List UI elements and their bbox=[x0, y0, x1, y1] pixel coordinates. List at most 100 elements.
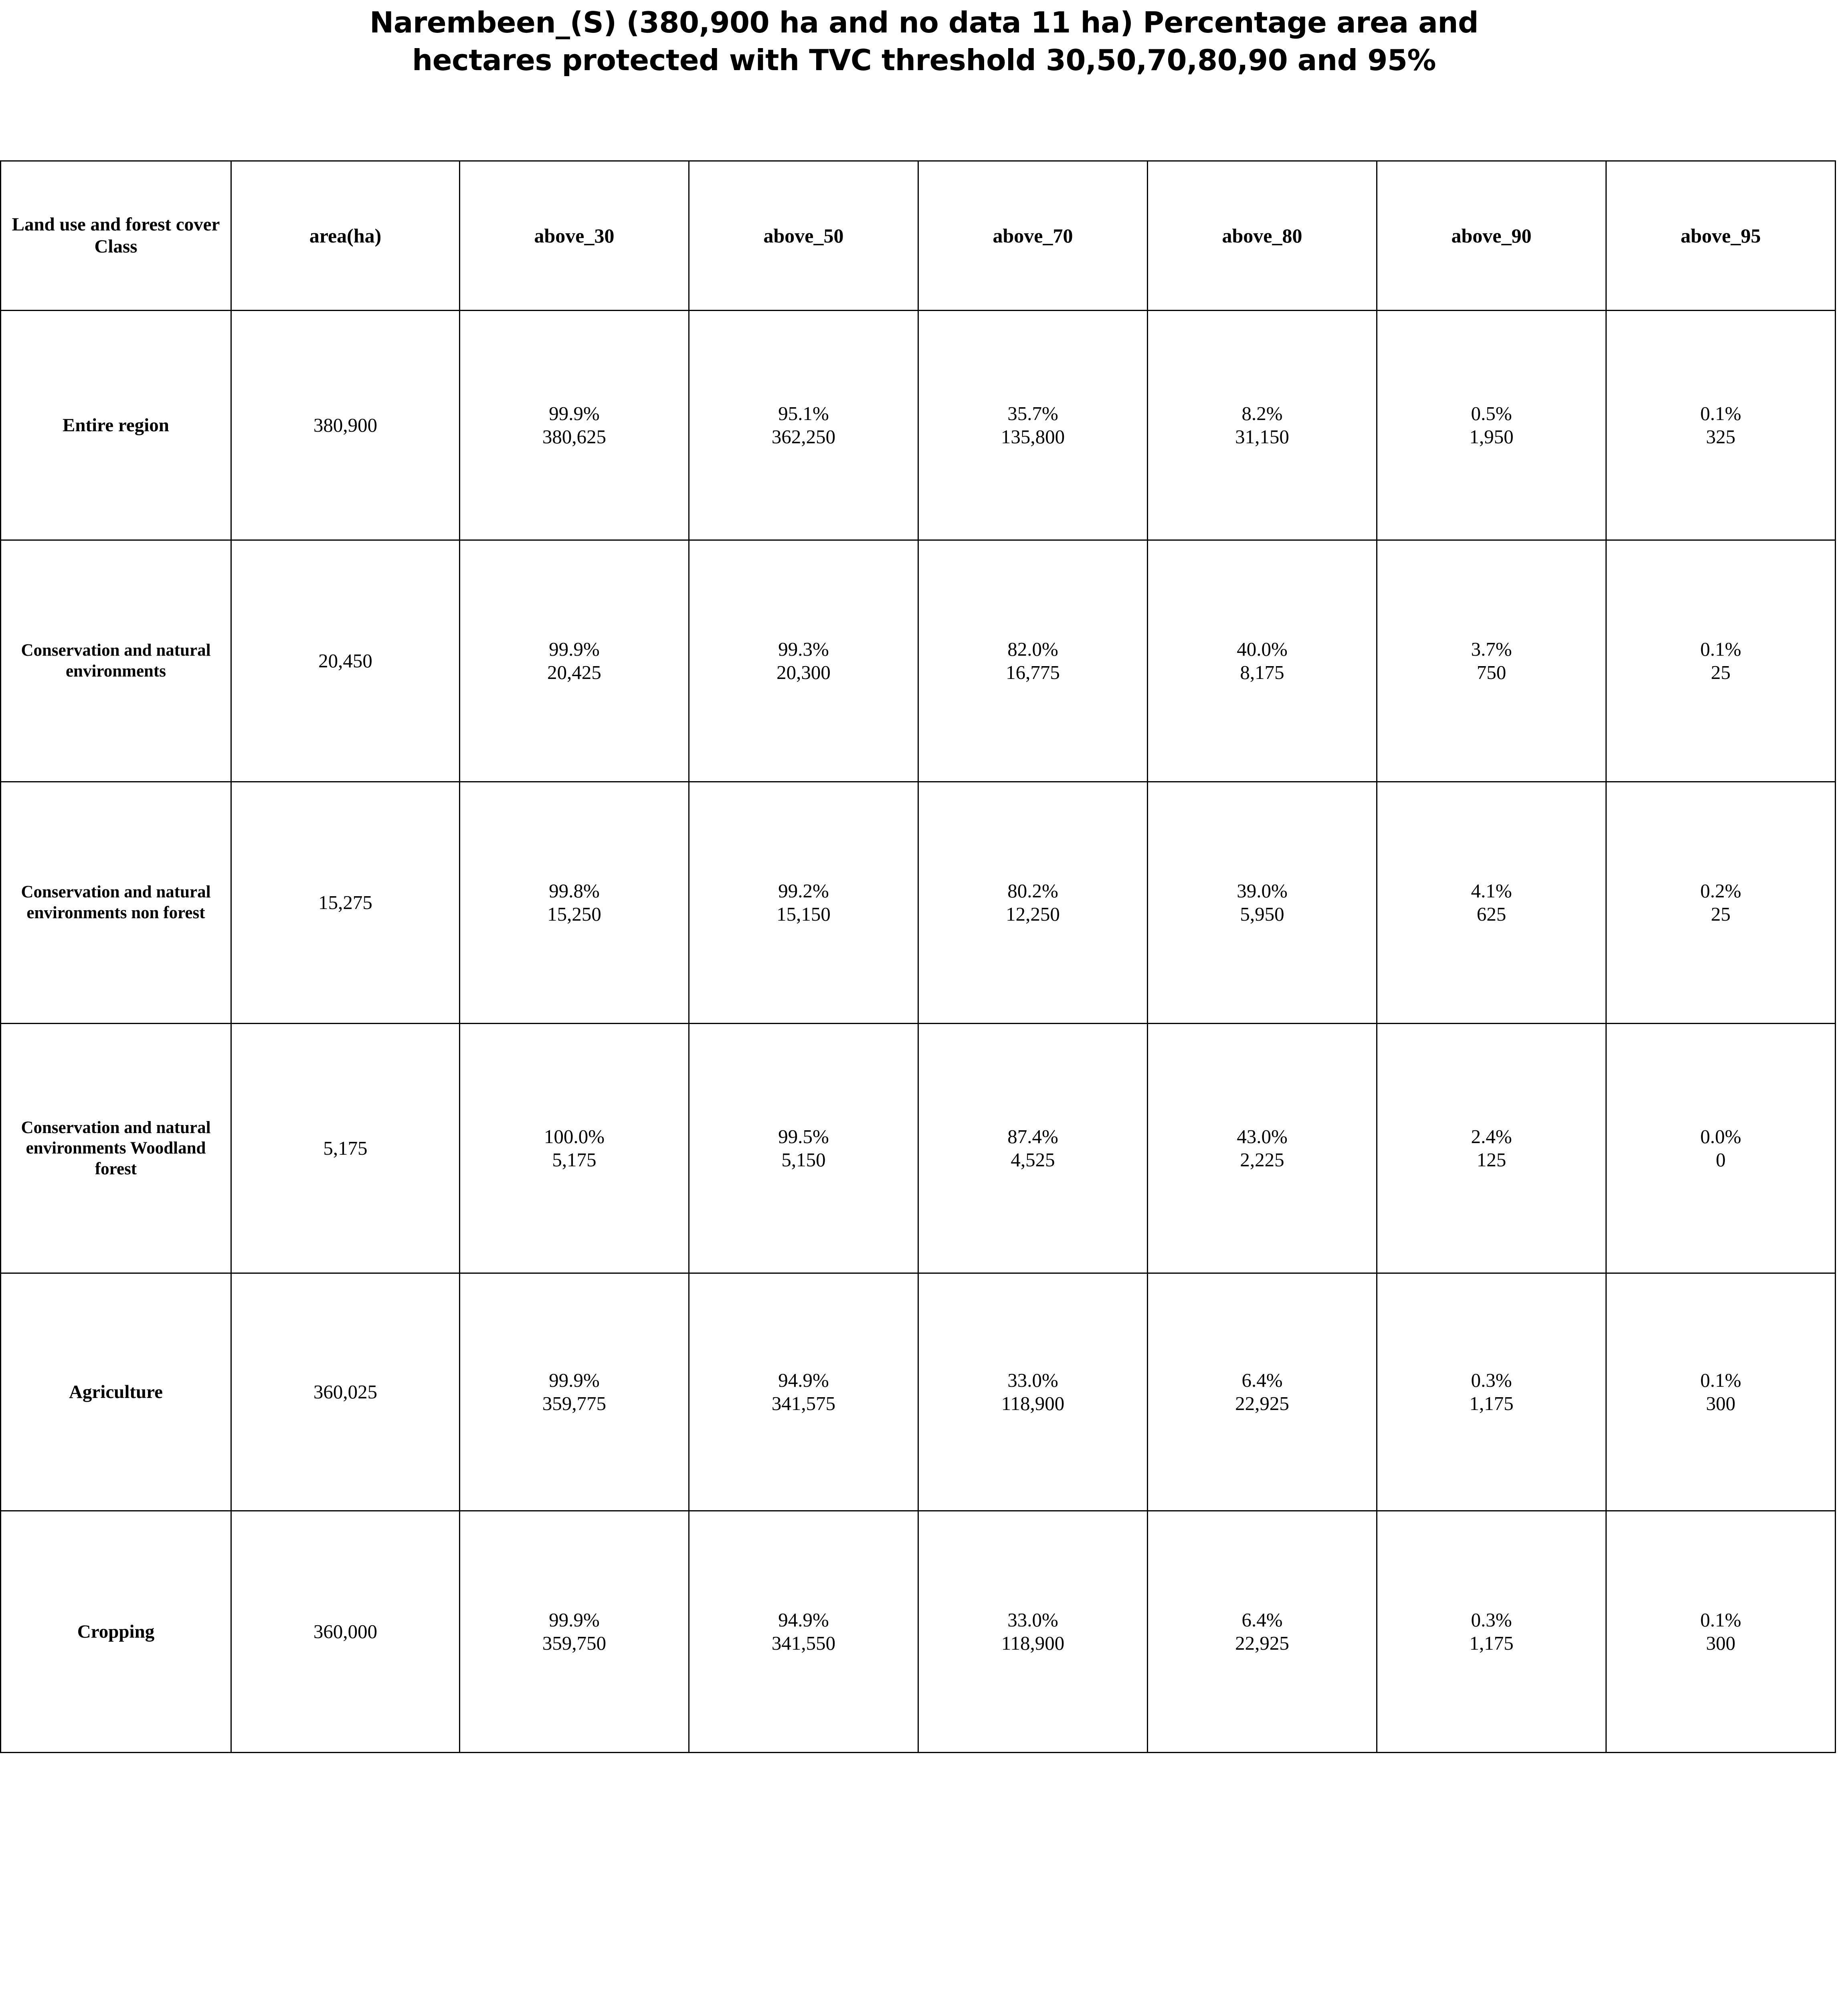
cell-hectares: 118,900 bbox=[1001, 1632, 1065, 1654]
column-header-above-50: above_50 bbox=[688, 160, 919, 311]
cell-percent: 35.7% bbox=[1007, 402, 1058, 425]
cell-hectares: 22,925 bbox=[1235, 1392, 1289, 1414]
cell-hectares: 325 bbox=[1706, 426, 1736, 448]
cell-percent: 87.4% bbox=[1007, 1125, 1058, 1148]
cell-hectares: 1,175 bbox=[1469, 1632, 1514, 1654]
cell-hectares: 359,750 bbox=[542, 1632, 607, 1654]
cell-percent: 39.0% bbox=[1237, 880, 1288, 902]
cell-hectares: 362,250 bbox=[771, 426, 836, 448]
cell-hectares: 341,575 bbox=[771, 1392, 836, 1414]
column-header-above-70: above_70 bbox=[918, 160, 1148, 311]
cell-above-30: 99.9% 20,425 bbox=[459, 539, 689, 782]
cell-above-70: 35.7% 135,800 bbox=[918, 310, 1148, 541]
cell-above-80: 39.0% 5,950 bbox=[1147, 781, 1377, 1024]
cell-area: 15,275 bbox=[230, 781, 460, 1024]
cell-above-30: 100.0% 5,175 bbox=[459, 1023, 689, 1274]
cell-hectares: 1,175 bbox=[1469, 1392, 1514, 1414]
cell-above-80: 6.4% 22,925 bbox=[1147, 1510, 1377, 1753]
page-title: Narembeen_(S) (380,900 ha and no data 11… bbox=[0, 4, 1848, 79]
cell-percent: 99.5% bbox=[778, 1125, 829, 1148]
report-table-container: Land use and forest cover Class area(ha)… bbox=[0, 160, 1836, 1753]
cell-above-90: 4.1% 625 bbox=[1376, 781, 1607, 1024]
cell-percent: 99.8% bbox=[549, 880, 600, 902]
cell-hectares: 300 bbox=[1706, 1392, 1736, 1414]
cell-percent: 94.9% bbox=[778, 1369, 829, 1392]
cell-above-70: 87.4% 4,525 bbox=[918, 1023, 1148, 1274]
cell-area: 360,000 bbox=[230, 1510, 460, 1753]
cell-percent: 99.9% bbox=[549, 1609, 600, 1631]
column-header-area: area(ha) bbox=[230, 160, 460, 311]
cell-above-50: 95.1% 362,250 bbox=[688, 310, 919, 541]
cell-percent: 94.9% bbox=[778, 1609, 829, 1631]
cell-above-50: 99.3% 20,300 bbox=[688, 539, 919, 782]
cell-hectares: 25 bbox=[1711, 661, 1731, 683]
cell-percent: 6.4% bbox=[1241, 1609, 1283, 1631]
cell-above-90: 2.4% 125 bbox=[1376, 1023, 1607, 1274]
cell-hectares: 15,150 bbox=[776, 903, 831, 925]
cell-hectares: 125 bbox=[1476, 1149, 1506, 1171]
cell-percent: 99.3% bbox=[778, 638, 829, 661]
cell-percent: 0.5% bbox=[1471, 402, 1512, 425]
page-title-line-1: Narembeen_(S) (380,900 ha and no data 11… bbox=[369, 6, 1479, 39]
cell-hectares: 341,550 bbox=[771, 1632, 836, 1654]
cell-hectares: 8,175 bbox=[1240, 661, 1284, 683]
cell-hectares: 5,175 bbox=[552, 1149, 596, 1171]
cell-percent: 2.4% bbox=[1471, 1125, 1512, 1148]
cell-percent: 33.0% bbox=[1007, 1369, 1058, 1392]
cell-area: 5,175 bbox=[230, 1023, 460, 1274]
cell-percent: 99.9% bbox=[549, 638, 600, 661]
cell-percent: 0.0% bbox=[1700, 1125, 1741, 1148]
cell-above-50: 99.5% 5,150 bbox=[688, 1023, 919, 1274]
cell-above-70: 33.0% 118,900 bbox=[918, 1273, 1148, 1511]
cell-percent: 3.7% bbox=[1471, 638, 1512, 661]
cell-percent: 43.0% bbox=[1237, 1125, 1288, 1148]
cell-percent: 0.2% bbox=[1700, 880, 1741, 902]
cell-hectares: 359,775 bbox=[542, 1392, 607, 1414]
cell-hectares: 625 bbox=[1476, 903, 1506, 925]
cell-above-95: 0.1% 325 bbox=[1605, 310, 1836, 541]
cell-above-30: 99.9% 359,750 bbox=[459, 1510, 689, 1753]
cell-percent: 8.2% bbox=[1241, 402, 1283, 425]
cell-percent: 33.0% bbox=[1007, 1609, 1058, 1631]
cell-hectares: 300 bbox=[1706, 1632, 1736, 1654]
table-row: Cropping 360,000 99.9% 359,750 94.9% 341… bbox=[0, 1510, 1836, 1753]
cell-percent: 95.1% bbox=[778, 402, 829, 425]
row-label: Agriculture bbox=[0, 1273, 232, 1511]
table-header: Land use and forest cover Class area(ha)… bbox=[0, 160, 1836, 311]
cell-above-30: 99.9% 359,775 bbox=[459, 1273, 689, 1511]
row-label: Conservation and natural environments bbox=[0, 539, 232, 782]
table-row: Conservation and natural environments no… bbox=[0, 781, 1836, 1024]
cell-above-80: 6.4% 22,925 bbox=[1147, 1273, 1377, 1511]
cell-percent: 0.1% bbox=[1700, 638, 1741, 661]
cell-hectares: 380,625 bbox=[542, 426, 607, 448]
cell-hectares: 16,775 bbox=[1006, 661, 1060, 683]
cell-percent: 0.1% bbox=[1700, 402, 1741, 425]
cell-above-70: 33.0% 118,900 bbox=[918, 1510, 1148, 1753]
cell-above-50: 94.9% 341,550 bbox=[688, 1510, 919, 1753]
cell-hectares: 750 bbox=[1476, 661, 1506, 683]
cell-area: 360,025 bbox=[230, 1273, 460, 1511]
cell-above-80: 40.0% 8,175 bbox=[1147, 539, 1377, 782]
cell-above-80: 43.0% 2,225 bbox=[1147, 1023, 1377, 1274]
cell-hectares: 118,900 bbox=[1001, 1392, 1065, 1414]
table-body: Entire region 380,900 99.9% 380,625 95.1… bbox=[0, 310, 1836, 1753]
cell-above-30: 99.9% 380,625 bbox=[459, 310, 689, 541]
table-row: Conservation and natural environments Wo… bbox=[0, 1023, 1836, 1274]
cell-percent: 40.0% bbox=[1237, 638, 1288, 661]
row-label: Entire region bbox=[0, 310, 232, 541]
cell-hectares: 135,800 bbox=[1001, 426, 1065, 448]
row-label: Conservation and natural environments no… bbox=[0, 781, 232, 1024]
column-header-above-95: above_95 bbox=[1605, 160, 1836, 311]
cell-percent: 99.2% bbox=[778, 880, 829, 902]
cell-hectares: 20,300 bbox=[776, 661, 831, 683]
cell-percent: 99.9% bbox=[549, 402, 600, 425]
cell-above-95: 0.0% 0 bbox=[1605, 1023, 1836, 1274]
table-row: Conservation and natural environments 20… bbox=[0, 539, 1836, 782]
cell-percent: 4.1% bbox=[1471, 880, 1512, 902]
cell-above-30: 99.8% 15,250 bbox=[459, 781, 689, 1024]
column-header-above-30: above_30 bbox=[459, 160, 689, 311]
cell-hectares: 15,250 bbox=[547, 903, 601, 925]
cell-above-70: 82.0% 16,775 bbox=[918, 539, 1148, 782]
cell-hectares: 12,250 bbox=[1006, 903, 1060, 925]
